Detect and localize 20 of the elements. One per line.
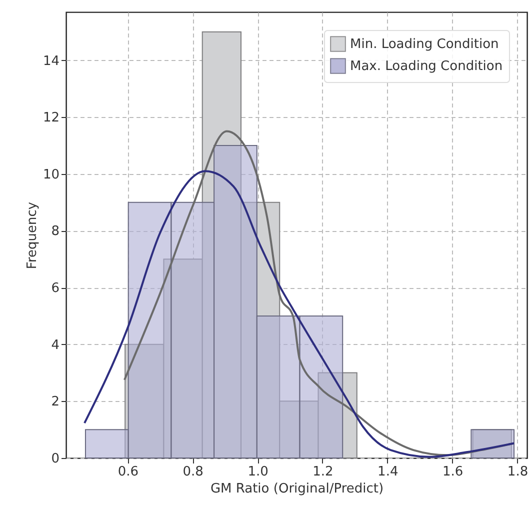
x-tick-label: 0.6 <box>118 464 139 480</box>
x-tick-label: 1.0 <box>248 464 268 480</box>
line-series <box>84 170 516 458</box>
y-axis-title: Frequency <box>24 202 40 270</box>
y-tick-label: 12 <box>42 110 60 126</box>
y-tick-label: 14 <box>42 54 60 69</box>
x-tick-label: 1.6 <box>442 464 464 480</box>
x-tick-label: 0.8 <box>182 464 204 480</box>
x-tick-label: 1.8 <box>507 464 528 480</box>
y-tick-label: 4 <box>51 338 60 353</box>
y-tick-label: 2 <box>51 394 60 410</box>
y-tick-label: 8 <box>51 224 60 240</box>
x-tick-label: 1.4 <box>378 464 398 480</box>
y-tick-label: 10 <box>42 167 60 182</box>
legend-label: Max. Loading Condition <box>350 59 503 74</box>
x-tick-label: 1.2 <box>312 464 334 480</box>
y-tick-label: 6 <box>51 281 60 296</box>
y-tick-label: 0 <box>51 452 60 466</box>
x-axis-title: GM Ratio (Original/Predict) <box>210 482 384 496</box>
legend-label: Min. Loading Condition <box>350 37 499 52</box>
